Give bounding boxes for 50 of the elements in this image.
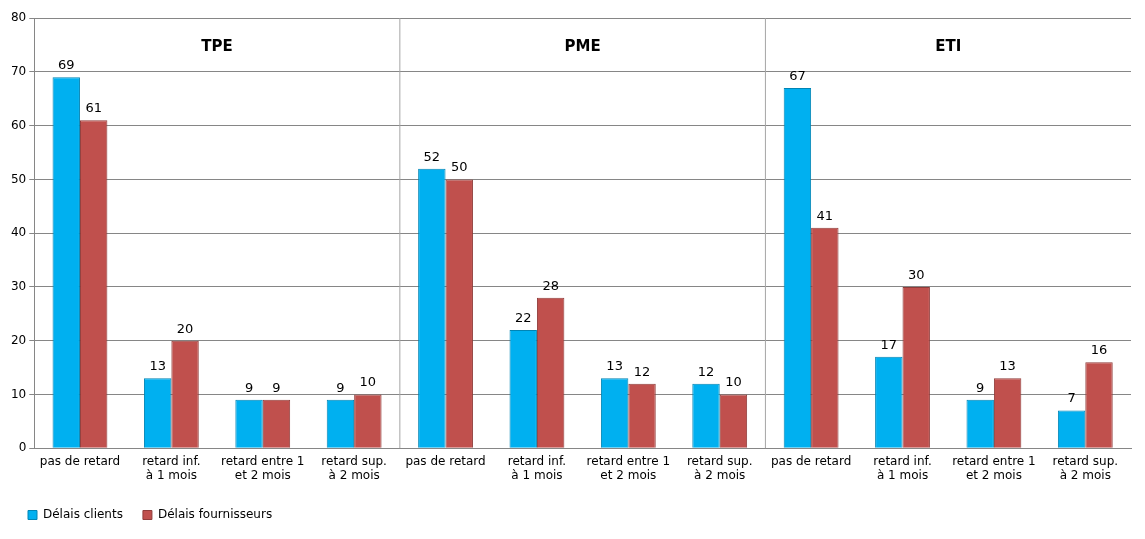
x-tick-label: retard sup. à 2 mois — [686, 453, 753, 482]
x-tick-label: retard inf. à 1 mois — [507, 453, 567, 482]
x-tick-label: retard entre 1 et 2 mois — [586, 453, 671, 482]
y-tick-label: 0 — [18, 440, 27, 455]
y-tick-label: 60 — [10, 117, 27, 132]
data-label: 17 — [880, 336, 898, 352]
data-label: 13 — [149, 358, 166, 374]
annotation: ETI — [935, 37, 962, 56]
data-label: 22 — [514, 309, 532, 325]
data-label: 12 — [697, 363, 715, 379]
data-label: 69 — [57, 57, 75, 73]
data-label: 9 — [272, 379, 281, 395]
data-label: 67 — [789, 67, 806, 83]
data-label: 10 — [725, 374, 742, 390]
data-label: 9 — [336, 379, 345, 395]
legend-label: Délais clients — [43, 507, 123, 522]
x-tick-label: pas de retard — [770, 453, 852, 468]
x-tick-label: retard sup. à 2 mois — [1052, 453, 1119, 482]
y-tick-label: 20 — [10, 332, 27, 347]
x-tick-label: pas de retard — [405, 453, 486, 468]
data-label: 9 — [976, 379, 985, 395]
x-tick-label: retard entre 1 et 2 mois — [952, 453, 1036, 482]
y-tick-label: 10 — [10, 386, 27, 401]
y-tick-label: 80 — [10, 10, 27, 25]
y-tick-label: 30 — [10, 279, 27, 294]
data-label: 7 — [1067, 390, 1076, 406]
data-label: 28 — [542, 277, 559, 293]
data-label: 41 — [816, 207, 834, 223]
x-tick-label: retard entre 1 et 2 mois — [221, 453, 305, 482]
annotation: TPE — [201, 37, 233, 56]
data-label: 13 — [606, 358, 623, 374]
y-tick-label: 70 — [10, 64, 27, 79]
data-label: 61 — [85, 100, 102, 116]
y-tick-label: 50 — [10, 171, 27, 186]
data-label: 13 — [999, 358, 1016, 374]
annotation: PME — [564, 37, 601, 56]
data-label: 20 — [176, 320, 194, 336]
data-label: 16 — [1090, 342, 1108, 358]
data-label: 9 — [244, 379, 254, 395]
x-tick-label: pas de retard — [39, 453, 121, 468]
data-label: 10 — [359, 374, 377, 390]
x-tick-label: retard sup. à 2 mois — [321, 453, 387, 482]
legend-label: Délais fournisseurs — [157, 507, 273, 522]
x-tick-label: retard inf. à 1 mois — [142, 453, 201, 482]
data-label: 30 — [907, 266, 925, 282]
x-tick-label: retard inf. à 1 mois — [873, 453, 932, 482]
data-label: 50 — [450, 159, 468, 175]
data-label: 52 — [423, 148, 441, 164]
data-label: 12 — [633, 363, 651, 379]
y-tick-label: 40 — [10, 225, 27, 240]
